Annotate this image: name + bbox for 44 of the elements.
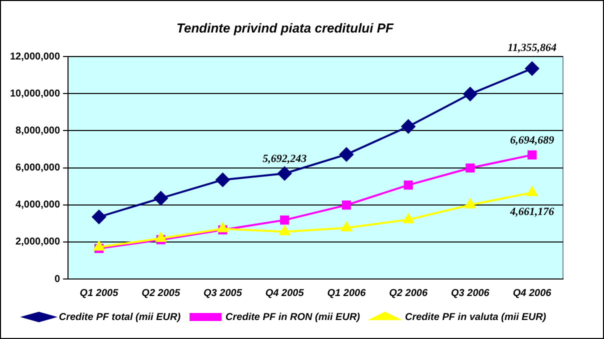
x-tick-label: Q4 2006	[512, 288, 552, 299]
point	[278, 166, 292, 181]
point	[528, 150, 537, 160]
point	[525, 62, 540, 76]
y-tick-label: 4,000,000	[16, 200, 60, 211]
x-tick-label: Q3 2005	[204, 288, 242, 299]
y-tick-label: 0	[54, 274, 60, 285]
point	[463, 87, 478, 102]
point	[279, 226, 290, 236]
point	[156, 232, 166, 242]
point	[464, 198, 476, 208]
y-tick-label: 6,000,000	[16, 162, 60, 174]
point	[401, 119, 416, 134]
y-tick-label: 8,000,000	[16, 125, 60, 136]
y-tick-label: 12,000,000	[10, 51, 60, 62]
point	[217, 222, 228, 232]
x-tick-label: Q1 2006	[327, 288, 366, 299]
point	[404, 180, 413, 190]
x-tick-label: Q1 2005	[80, 288, 119, 299]
x-tick-label: Q3 2006	[451, 288, 490, 299]
legend-label: Credite PF in valuta (mii EUR)	[405, 312, 547, 323]
point	[94, 241, 104, 251]
point	[403, 214, 414, 224]
point	[216, 172, 230, 187]
data-label: 4,661,176	[509, 206, 555, 218]
legend-label: Credite PF total (mii EUR)	[58, 312, 182, 323]
point	[154, 191, 168, 206]
x-tick-label: Q4 2005	[265, 288, 304, 299]
point	[526, 186, 538, 196]
data-label: 6,694,689	[510, 134, 555, 146]
point	[280, 216, 290, 225]
x-tick-label: Q2 2005	[142, 288, 180, 299]
x-tick-label: Q2 2006	[389, 288, 428, 299]
point	[92, 210, 106, 224]
point	[342, 200, 351, 210]
data-label: 5,692,243	[262, 152, 308, 165]
chart-title: Tendinte privind piata creditului PF	[176, 20, 395, 36]
point	[466, 163, 475, 173]
legend-label: Credite PF in RON (mii EUR)	[226, 312, 361, 323]
y-tick-label: 2,000,000	[16, 236, 60, 248]
y-tick-label: 10,000,000	[10, 88, 60, 100]
point	[339, 147, 354, 162]
data-label: 11,355,864	[508, 42, 558, 54]
point	[341, 222, 352, 232]
